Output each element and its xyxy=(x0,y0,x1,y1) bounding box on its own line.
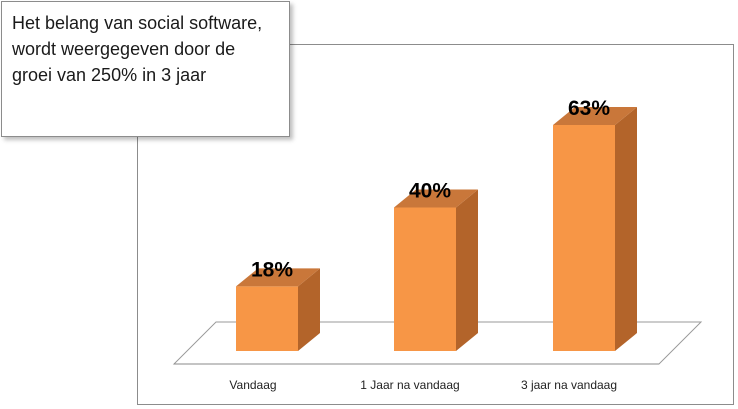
bar xyxy=(553,107,637,351)
bar-front-face xyxy=(236,286,298,351)
callout-text: Het belang van social software, wordt we… xyxy=(12,13,263,85)
bar-value-label: 40% xyxy=(409,180,451,203)
bar xyxy=(394,189,478,351)
category-label: 1 Jaar na vandaag xyxy=(360,378,459,392)
bar-value-label: 63% xyxy=(568,97,610,120)
category-label: 3 jaar na vandaag xyxy=(521,378,617,392)
bar-side-face xyxy=(298,268,320,351)
bar-top-face xyxy=(553,107,637,125)
bar-top-face xyxy=(236,268,320,287)
bar-side-face xyxy=(456,189,478,351)
bar xyxy=(236,268,320,351)
bar-value-label: 18% xyxy=(251,258,293,281)
bar-top-face xyxy=(394,189,478,208)
category-label: Vandaag xyxy=(229,378,276,392)
callout-box: Het belang van social software, wordt we… xyxy=(1,1,290,137)
bar-side-face xyxy=(615,107,637,351)
bar-front-face xyxy=(553,125,615,351)
bar-front-face xyxy=(394,207,456,351)
